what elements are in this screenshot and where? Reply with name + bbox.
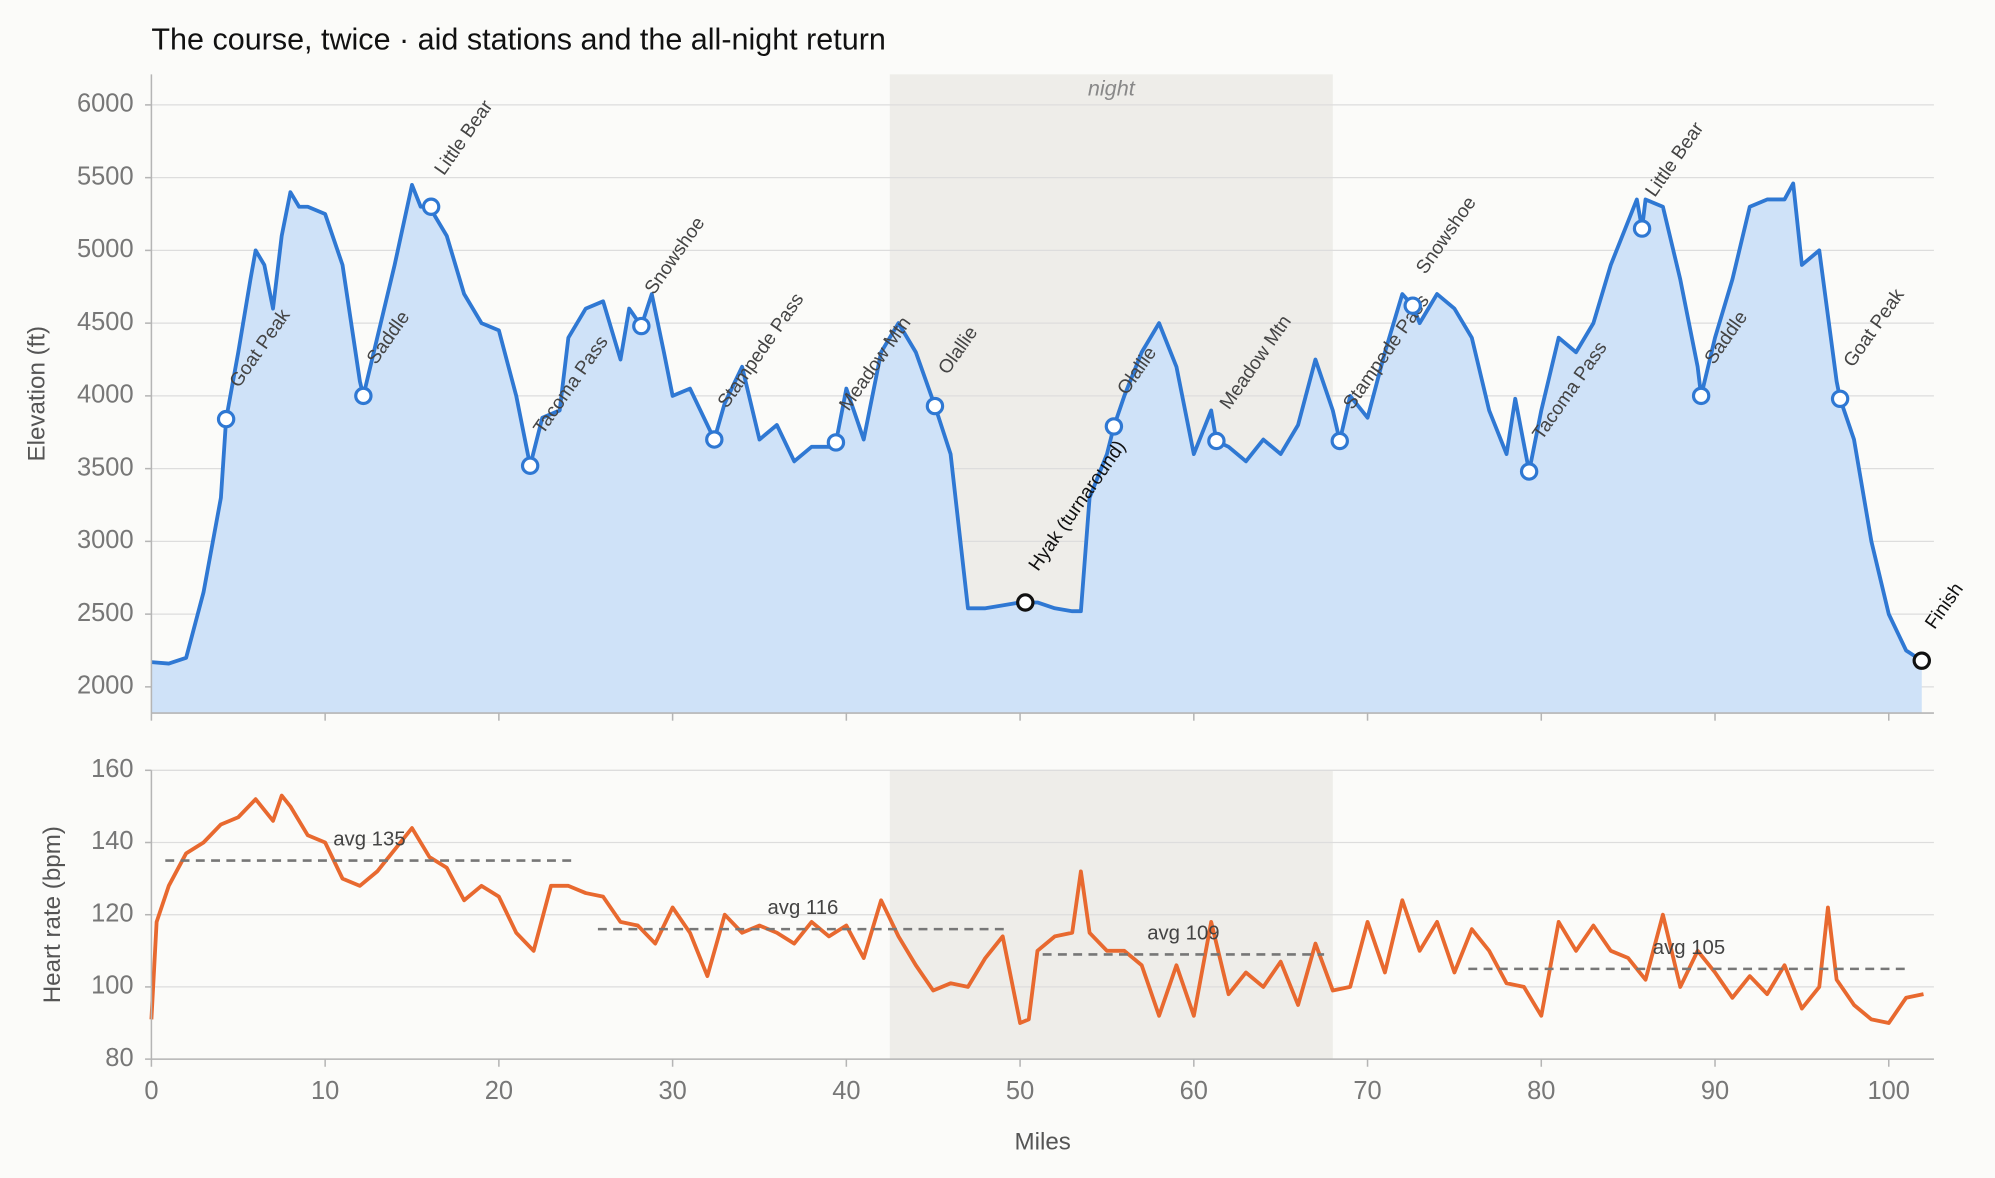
data-line (149, 793, 1924, 1025)
y-tick-label: 2500 (77, 599, 134, 627)
x-tick-label: 80 (1527, 1077, 1555, 1105)
station-label: Goat Peak (1840, 285, 1909, 371)
average-label: avg 135 (333, 829, 405, 851)
station-label: Stampede Pass (714, 289, 808, 411)
aid-station (520, 456, 540, 475)
aid-station (1104, 417, 1124, 436)
y-axis-label: Elevation (ft) (24, 326, 51, 462)
y-tick-label: 3000 (77, 526, 134, 554)
aid-station (216, 409, 236, 429)
x-tick-label: 90 (1701, 1077, 1729, 1105)
x-tick-label: 10 (311, 1077, 339, 1105)
chart-title: The course, twice · aid stations and the… (151, 22, 885, 56)
y-tick-label: 160 (91, 755, 133, 783)
y-tick-label: 5000 (77, 235, 134, 263)
aid-station (1691, 386, 1711, 406)
aid-station (1403, 296, 1422, 315)
y-axis-label: Heart rate (bpm) (39, 826, 66, 1003)
y-tick-label: 4500 (77, 308, 134, 336)
average-label: avg 105 (1653, 937, 1725, 959)
x-tick-label: 100 (1868, 1077, 1910, 1105)
aid-station (1830, 389, 1850, 409)
station-label: Finish (1921, 579, 1967, 633)
station-label: Little Bear (431, 96, 498, 179)
aid-station (421, 197, 441, 216)
aid-station (705, 430, 724, 449)
elevation-area (151, 183, 1922, 714)
y-tick-label: 3500 (77, 453, 134, 481)
y-tick-label: 2000 (77, 672, 134, 700)
y-tick-label: 6000 (77, 90, 134, 118)
aid-station (925, 396, 945, 416)
aid-station (1016, 593, 1035, 612)
x-tick-label: 30 (658, 1077, 686, 1105)
aid-station (354, 386, 373, 406)
x-tick-label: 0 (144, 1077, 158, 1105)
y-tick-label: 140 (91, 827, 133, 855)
y-tick-label: 120 (91, 899, 133, 927)
aid-station (1207, 431, 1226, 451)
x-tick-label: 40 (832, 1077, 860, 1105)
aid-station (1912, 651, 1931, 670)
average-label: avg 109 (1147, 922, 1219, 944)
x-tick-label: 70 (1353, 1077, 1381, 1105)
x-axis-label: Miles (1014, 1128, 1070, 1155)
aid-station (1519, 462, 1539, 481)
y-tick-label: 80 (105, 1044, 133, 1072)
aid-station (1330, 431, 1349, 451)
station-label: Snowshoe (1412, 193, 1480, 278)
band-label: night (1088, 75, 1136, 100)
aid-station (826, 433, 846, 452)
average-label: avg 116 (767, 897, 838, 919)
y-tick-label: 4000 (77, 381, 134, 409)
station-label: Little Bear (1642, 118, 1709, 201)
x-tick-label: 50 (1006, 1077, 1034, 1105)
aid-station (1632, 219, 1652, 238)
y-tick-label: 5500 (77, 162, 134, 190)
x-tick-label: 60 (1180, 1077, 1208, 1105)
x-tick-label: 20 (485, 1077, 513, 1105)
aid-station (632, 316, 651, 336)
station-label: Snowshoe (641, 213, 709, 298)
y-tick-label: 100 (91, 972, 133, 1000)
